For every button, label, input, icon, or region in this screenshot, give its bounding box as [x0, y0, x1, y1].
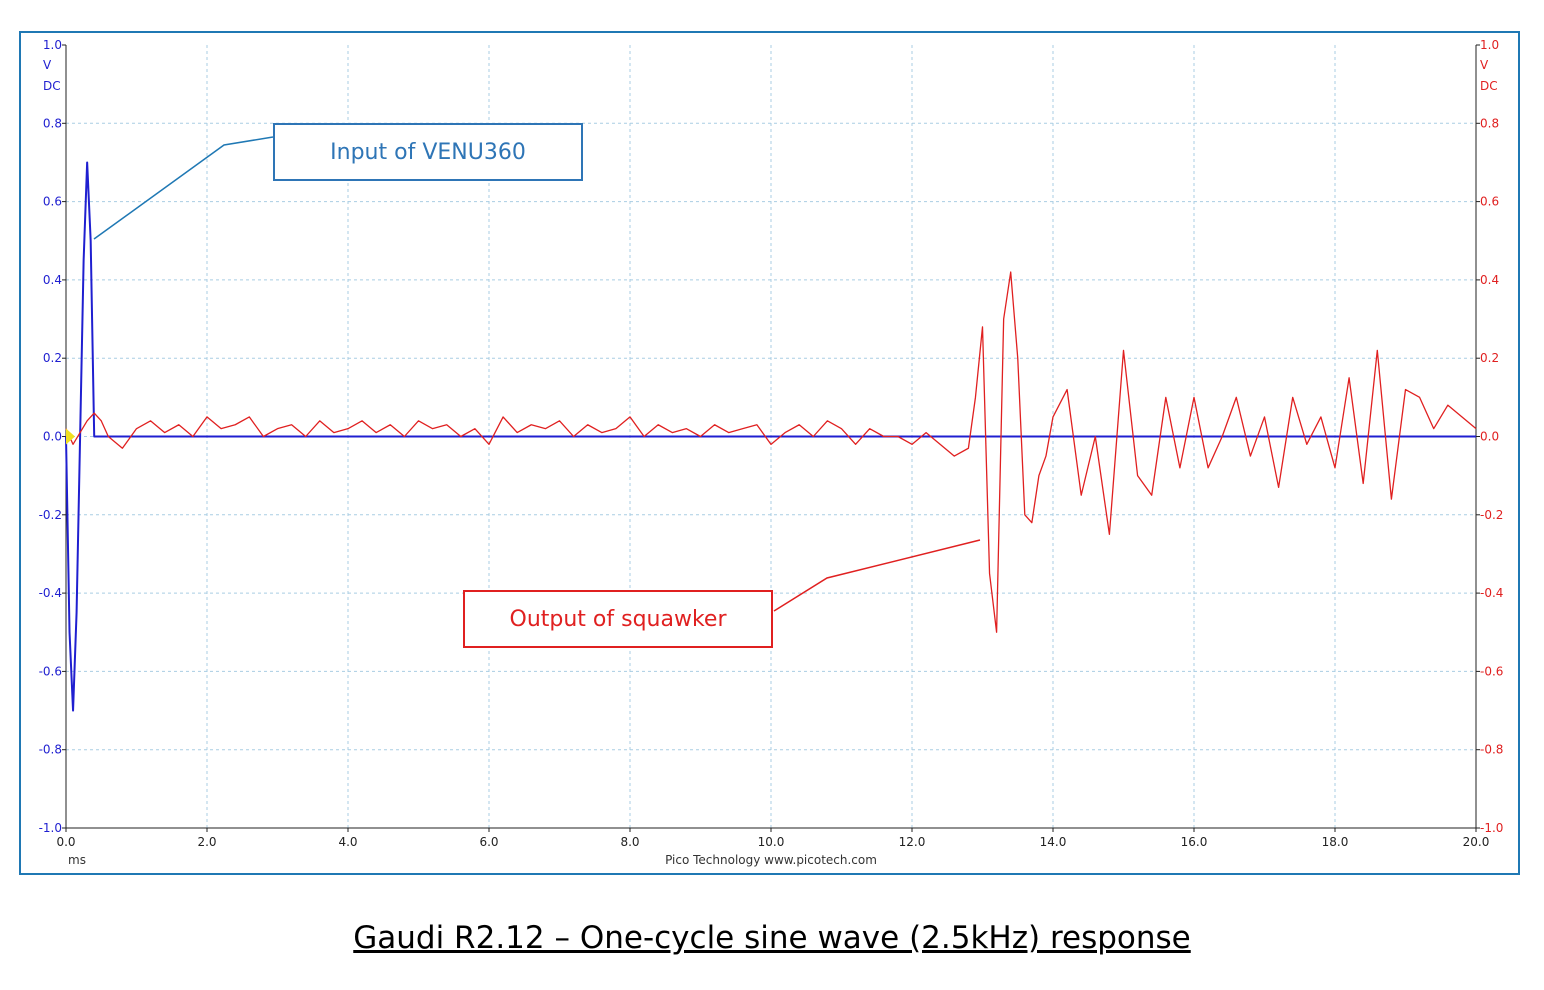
input-waveform-line	[65, 161, 1476, 712]
input-callout-leader	[93, 136, 274, 240]
x-axis-unit-label: ms	[68, 853, 86, 867]
right-y-tick-label: 0.4	[1480, 273, 1499, 287]
right-y-tick-label: -0.8	[1480, 743, 1503, 757]
left-y-tick-label: -0.2	[39, 508, 62, 522]
right-y-tick-label: -0.6	[1480, 664, 1503, 678]
figure-caption: Gaudi R2.12 – One-cycle sine wave (2.5kH…	[353, 920, 1191, 956]
waveform-chart: 1.0 1.0 0.8 0.8 0.6 0.6 0.4 0.4 0.2 0.2 0.0 0.0 -0.2…	[39, 38, 1504, 867]
x-tick-label: 2.0	[197, 835, 216, 849]
output-callout-leader	[773, 539, 981, 612]
left-axis-unit: V	[43, 58, 52, 72]
x-tick-label: 8.0	[620, 835, 639, 849]
output-callout-label: Output of squawker	[463, 590, 773, 648]
footer-credit: Pico Technology www.picotech.com	[665, 853, 877, 867]
left-y-tick-label: 0.0	[43, 430, 62, 444]
left-y-tick-label: 0.8	[43, 116, 62, 130]
x-tick-label: 16.0	[1181, 835, 1208, 849]
right-y-tick-label: -0.4	[1480, 586, 1503, 600]
right-axis-unit: V	[1480, 58, 1489, 72]
x-tick-label: 18.0	[1322, 835, 1349, 849]
right-y-tick-label: 0.8	[1480, 116, 1499, 130]
right-y-tick-label: 0.2	[1480, 351, 1499, 365]
right-y-tick-label: -0.2	[1480, 508, 1503, 522]
x-tick-label: 0.0	[56, 835, 75, 849]
right-axis-unit: DC	[1480, 79, 1498, 93]
x-tick-label: 12.0	[899, 835, 926, 849]
left-y-tick-label: 1.0	[43, 38, 62, 52]
right-y-tick-label: 0.0	[1480, 430, 1499, 444]
right-y-tick-label: 1.0	[1480, 38, 1499, 52]
right-y-tick-label: -1.0	[1480, 821, 1503, 835]
oscilloscope-frame: 1.0 1.0 0.8 0.8 0.6 0.6 0.4 0.4 0.2 0.2 0.0 0.0 -0.2…	[19, 31, 1520, 875]
x-tick-label: 4.0	[338, 835, 357, 849]
right-y-tick-label: 0.6	[1480, 195, 1499, 209]
left-y-tick-label: -0.6	[39, 664, 62, 678]
left-y-tick-label: 0.6	[43, 195, 62, 209]
left-y-tick-label: -1.0	[39, 821, 62, 835]
left-y-tick-label: -0.4	[39, 586, 62, 600]
x-tick-label: 10.0	[758, 835, 785, 849]
left-y-tick-label: 0.4	[43, 273, 62, 287]
x-tick-label: 6.0	[479, 835, 498, 849]
output-waveform-line	[65, 271, 1477, 633]
x-tick-label: 20.0	[1463, 835, 1490, 849]
trigger-marker	[66, 428, 75, 445]
left-y-tick-label: -0.8	[39, 743, 62, 757]
x-tick-label: 14.0	[1040, 835, 1067, 849]
left-axis-unit: DC	[43, 79, 61, 93]
input-callout-label: Input of VENU360	[273, 123, 583, 181]
left-y-tick-label: 0.2	[43, 351, 62, 365]
